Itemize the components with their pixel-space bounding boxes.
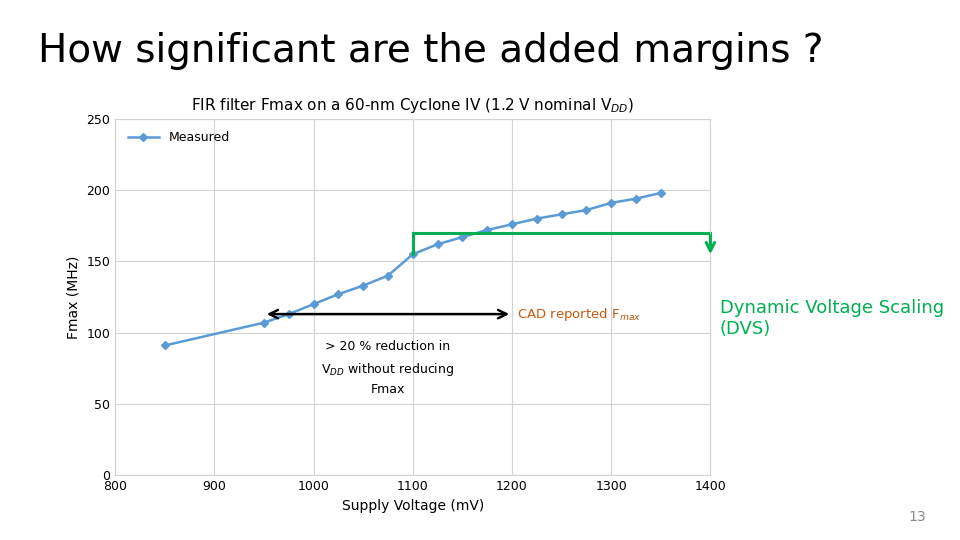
Text: V$_{DD}$ without reducing: V$_{DD}$ without reducing [322,361,455,378]
Y-axis label: Fmax (MHz): Fmax (MHz) [67,255,81,339]
X-axis label: Supply Voltage (mV): Supply Voltage (mV) [342,498,484,512]
Measured [556,211,567,218]
Measured [482,227,493,233]
Text: > 20 % reduction in: > 20 % reduction in [325,340,450,353]
Measured [159,342,171,349]
Measured [283,311,295,318]
Measured [655,190,666,196]
Text: 13: 13 [909,510,926,524]
Text: Fmax: Fmax [371,382,405,395]
Text: How significant are the added margins ?: How significant are the added margins ? [38,32,824,70]
Text: CAD reported F$_{max}$: CAD reported F$_{max}$ [516,306,641,322]
Legend: Measured: Measured [122,125,236,151]
Measured [606,200,617,206]
Measured [407,251,419,258]
Measured [531,215,542,222]
Measured [258,320,270,326]
Measured [357,282,369,289]
Measured [382,272,394,279]
Measured [506,221,517,227]
Measured [581,207,592,213]
Measured [457,234,468,240]
Title: FIR filter Fmax on a 60-nm Cyclone IV (1.2 V nominal V$_{DD}$): FIR filter Fmax on a 60-nm Cyclone IV (1… [191,97,635,116]
Text: Dynamic Voltage Scaling
(DVS): Dynamic Voltage Scaling (DVS) [720,299,944,338]
Measured [308,301,320,307]
Measured [630,195,641,202]
Measured [432,241,444,247]
Line: Measured: Measured [162,190,663,348]
Measured [332,291,344,298]
